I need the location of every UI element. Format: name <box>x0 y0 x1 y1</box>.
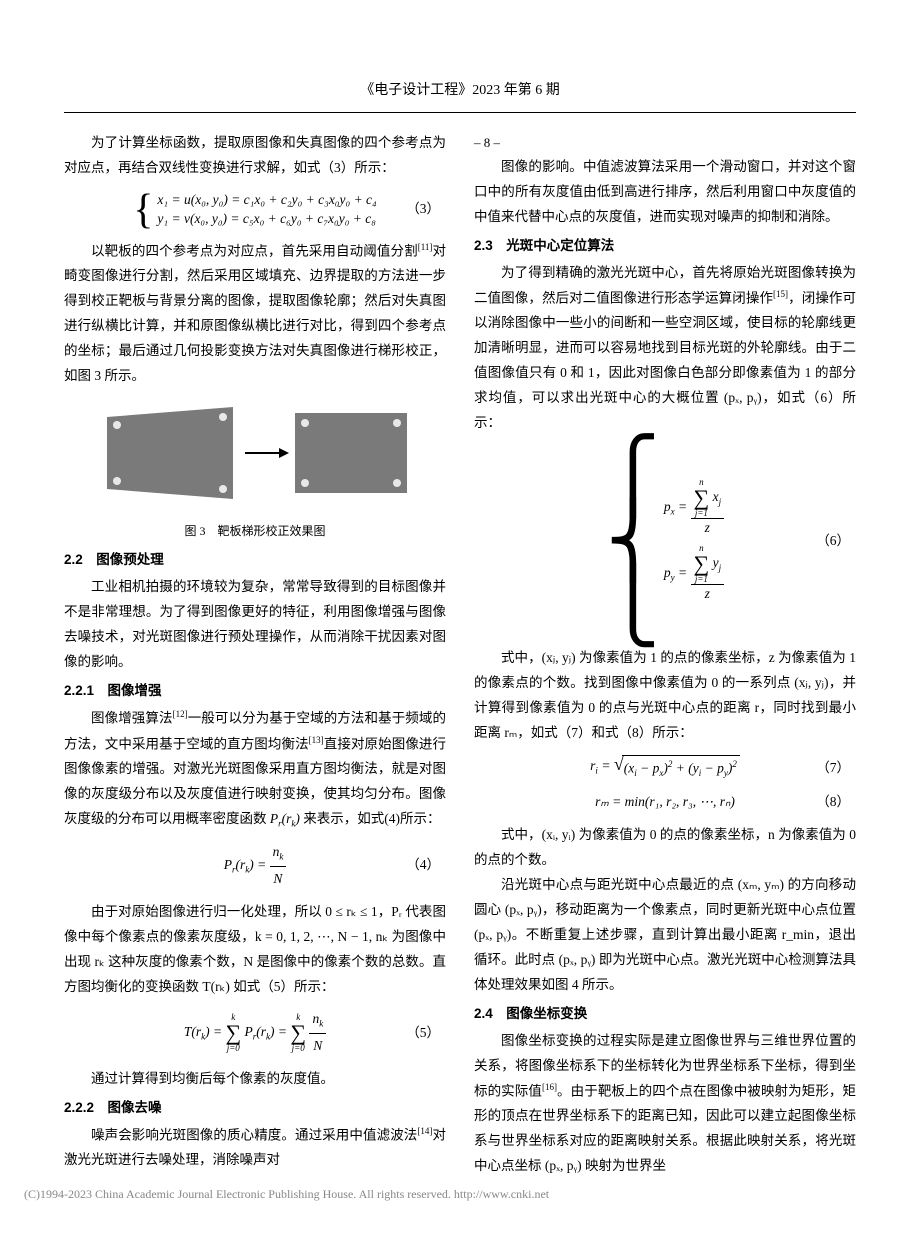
eq3-line1: x₁ = u(x₀, y₀) = c₁x₀ + c₂y₀ + c₃x₀y₀ + … <box>157 191 376 210</box>
header-rule <box>64 112 856 113</box>
section-2-2: 2.2 图像预处理 <box>64 548 446 573</box>
text-span: 噪声会影响光斑图像的质心精度。通过采用中值滤波法 <box>91 1127 417 1142</box>
equation-8: rₘ = min(r₁, r₂, r₃, ⋯, rₙ) （8） <box>474 790 856 815</box>
paragraph: 式中，(xᵢ, yᵢ) 为像素值为 0 的点的像素坐标，n 为像素值为 0 的点… <box>474 823 856 873</box>
citation: [13] <box>309 735 324 745</box>
page-number: – 8 – <box>474 131 856 155</box>
eq-number: （4） <box>406 853 440 878</box>
text-span: 对畸变图像进行分割，然后采用区域填充、边界提取的方法进一步得到校正靶板与背景分离… <box>64 243 446 383</box>
figure-3: 图 3 靶板梯形校正效果图 <box>64 399 446 542</box>
text-span: 来表示，如式(4)所示： <box>300 811 441 826</box>
paragraph: 以靶板的四个参考点为对应点，首先采用自动阈值分割[11]对畸变图像进行分割，然后… <box>64 239 446 389</box>
citation: [12] <box>173 709 188 719</box>
paragraph: 为了计算坐标函数，提取原图像和失真图像的四个参考点为对应点，再结合双线性变换进行… <box>64 131 446 181</box>
two-column-body: 为了计算坐标函数，提取原图像和失真图像的四个参考点为对应点，再结合双线性变换进行… <box>64 131 856 1179</box>
section-2-2-1: 2.2.1 图像增强 <box>64 679 446 704</box>
paragraph: 噪声会影响光斑图像的质心精度。通过采用中值滤波法[14]对激光光斑进行去噪处理，… <box>64 1123 446 1173</box>
eq-number: （8） <box>816 790 850 815</box>
section-2-2-2: 2.2.2 图像去噪 <box>64 1096 446 1121</box>
text-span: 图像增强算法 <box>91 711 173 726</box>
figure-3-svg <box>95 399 415 507</box>
section-2-3: 2.3 光斑中心定位算法 <box>474 234 856 259</box>
paragraph: 通过计算得到均衡后每个像素的灰度值。 <box>64 1067 446 1092</box>
paragraph: 为了得到精确的激光光斑中心，首先将原始光斑图像转换为二值图像，然后对二值图像进行… <box>474 261 856 436</box>
paragraph: 沿光斑中心点与距光斑中心点最近的点 (xₘ, yₘ) 的方向移动圆心 (pₓ, … <box>474 873 856 998</box>
footer-copyright: (C)1994-2023 China Academic Journal Elec… <box>24 1183 549 1205</box>
citation: [11] <box>418 242 433 252</box>
eq3-line2: y₁ = v(x₀, y₀) = c₅x₀ + c₆y₀ + c₇x₀y₀ + … <box>157 210 376 229</box>
paragraph: 工业相机拍摄的环境较为复杂，常常导致得到的目标图像并不是非常理想。为了得到图像更… <box>64 575 446 675</box>
paragraph: 图像增强算法[12]一般可以分为基于空域的方法和基于频域的方法，文中采用基于空域… <box>64 706 446 832</box>
equation-5: T(rk) = k∑j=0 Pr(rk) = k∑j=0 nkN （5） <box>64 1007 446 1058</box>
paragraph: 图像坐标变换的过程实际是建立图像世界与三维世界位置的关系，将图像坐标系下的坐标转… <box>474 1029 856 1179</box>
equation-6: ⎧⎨⎩ px = n∑j=1 xj z py = n∑j=1 yj z <box>474 444 856 638</box>
eq-number: （7） <box>816 756 850 781</box>
citation: [15] <box>773 289 788 299</box>
eq-number: （5） <box>406 1021 440 1046</box>
text-span: ，闭操作可以消除图像中一些小的间断和一些空洞区域，使目标的轮廓线更加清晰明显，进… <box>474 290 856 430</box>
paragraph: 图像的影响。中值滤波算法采用一个滑动窗口，并对这个窗口中的所有灰度值由低到高进行… <box>474 155 856 230</box>
text-span: 以靶板的四个参考点为对应点，首先采用自动阈值分割 <box>91 243 418 258</box>
citation: [16] <box>542 1082 557 1092</box>
eq-number: （3） <box>406 197 440 222</box>
equation-7: ri = √ (xi − px)2 + (yi − py)2 （7） <box>474 754 856 782</box>
journal-header: 《电子设计工程》2023 年第 6 期 <box>64 78 856 104</box>
eq8-body: rₘ = min(r₁, r₂, r₃, ⋯, rₙ) <box>595 790 735 815</box>
section-2-4: 2.4 图像坐标变换 <box>474 1002 856 1027</box>
equation-3: { x₁ = u(x₀, y₀) = c₁x₀ + c₂y₀ + c₃x₀y₀ … <box>64 189 446 231</box>
paragraph: 式中，(xⱼ, yⱼ) 为像素值为 1 的点的像素坐标，z 为像素值为 1 的像… <box>474 646 856 746</box>
text-span: 由于对原始图像进行归一化处理，所以 0 ≤ rₖ ≤ 1，Pᵣ 代表图像中每个像… <box>64 904 446 994</box>
paragraph: 由于对原始图像进行归一化处理，所以 0 ≤ rₖ ≤ 1，Pᵣ 代表图像中每个像… <box>64 900 446 1000</box>
figure-3-caption: 图 3 靶板梯形校正效果图 <box>64 520 446 542</box>
equation-4: Pr(rk) = nkN （4） <box>64 840 446 891</box>
citation: [14] <box>417 1126 432 1136</box>
eq-number: （6） <box>816 529 850 554</box>
